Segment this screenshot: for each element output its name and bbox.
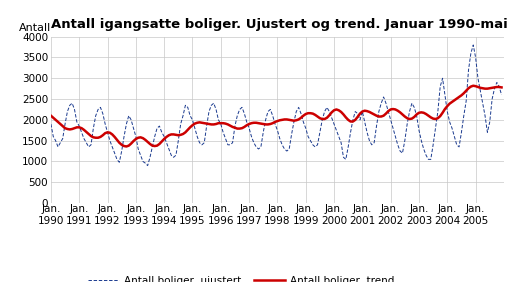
Antall boliger, ujustert [470,43,476,47]
Antall boliger, ujustert [102,122,108,126]
Line: Antall boliger, trend: Antall boliger, trend [51,86,501,146]
Antall boliger, trend [123,145,129,148]
Antall boliger, ujustert [145,164,151,167]
Antall boliger, trend [102,131,108,135]
Y-axis label: Antall: Antall [19,23,51,33]
Antall boliger, trend [237,127,243,130]
Antall boliger, trend [307,111,314,115]
Legend: Antall boliger, ujustert, Antall boliger, trend: Antall boliger, ujustert, Antall boliger… [83,272,399,282]
Antall boliger, trend [232,126,238,129]
Antall boliger, ujustert [232,124,238,128]
Line: Antall boliger, ujustert: Antall boliger, ujustert [51,45,501,166]
Antall boliger, trend [498,86,504,89]
Antall boliger, trend [277,118,283,122]
Antall boliger, ujustert [48,122,54,126]
Antall boliger, trend [333,108,340,111]
Antall boliger, trend [48,114,54,117]
Antall boliger, trend [470,84,476,87]
Antall boliger, ujustert [307,139,314,142]
Antall boliger, ujustert [498,93,504,96]
Antall boliger, ujustert [333,129,340,132]
Antall boliger, ujustert [237,108,243,111]
Antall boliger, ujustert [277,137,283,140]
Text: Antall igangsatte boliger. Ujustert og trend. Januar 1990-mai 2005: Antall igangsatte boliger. Ujustert og t… [51,18,509,31]
